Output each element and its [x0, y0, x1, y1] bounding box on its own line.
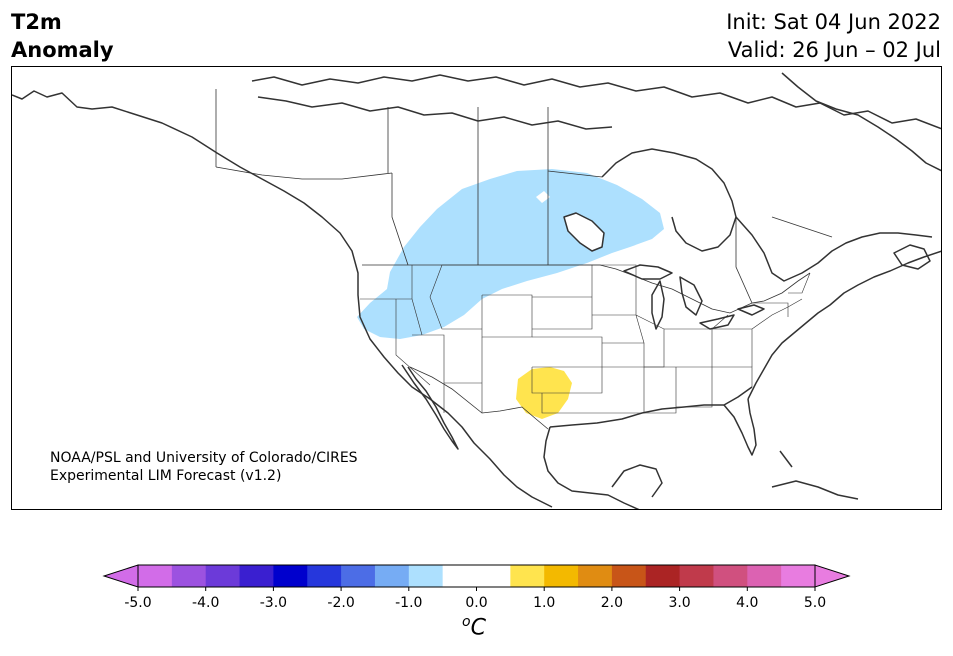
- colorbar-cell: [713, 565, 748, 587]
- colorbar-cell: [408, 565, 444, 587]
- atlantic-coast: [747, 250, 941, 400]
- anomaly-small-hole: [536, 191, 550, 203]
- colorbar-over-arrow: [814, 564, 851, 588]
- yucatan: [611, 464, 663, 498]
- colorbar-tick-label: 3.0: [668, 595, 690, 610]
- mexico-gulf-coast: [543, 426, 640, 509]
- coastlines: [12, 72, 941, 509]
- colorbar-cell: [442, 565, 477, 587]
- colorbar-cell: [341, 565, 376, 587]
- central-plains-lines: [531, 336, 603, 414]
- valid-range: Valid: 26 Jun – 02 Jul: [727, 38, 941, 62]
- colorbar-cell: [476, 565, 511, 587]
- colorbar-tick-label: -4.0: [192, 595, 219, 610]
- colorbar-cell: [171, 565, 207, 587]
- great-lake-erie: [699, 314, 735, 330]
- east-lines: [664, 298, 803, 367]
- forecast-map: NOAA/PSL and University of Colorado/CIRE…: [11, 66, 942, 510]
- us-mexico-border: [409, 366, 549, 430]
- colorbar-tick-label: -2.0: [327, 595, 354, 610]
- colorbar-cell: [307, 565, 342, 587]
- colorbar-tick-label: 1.0: [533, 595, 555, 610]
- colorbar-unit: oC: [462, 614, 486, 640]
- greenland-edge: [781, 72, 941, 172]
- map-canvas: [12, 72, 941, 509]
- great-lake-huron: [679, 276, 703, 316]
- unit-degree: o: [462, 614, 471, 630]
- bahamas: [779, 450, 793, 468]
- colorbar-cell: [747, 565, 782, 587]
- colorbar: -5.0 -4.0 -3.0 -2.0 -1.0 0.0 1.0 2.0 3.0 4.0 5.0: [102, 564, 851, 610]
- colorbar-tick-label: -5.0: [124, 595, 151, 610]
- colorbar-cell: [578, 565, 613, 587]
- colorbar-cell: [138, 565, 173, 587]
- colorbar-under-arrow: [102, 564, 139, 588]
- forecast-dates: Init: Sat 04 Jun 2022 Valid: 26 Jun – 02…: [726, 8, 941, 64]
- title-variable: T2m: [11, 10, 62, 34]
- arctic-channel: [257, 96, 613, 130]
- map-title: T2m Anomaly: [11, 8, 114, 64]
- colorbar-tick-label: 5.0: [804, 595, 826, 610]
- manitoba-ontario-border: [547, 170, 603, 178]
- caribbean-islands: [771, 480, 859, 500]
- baja-peninsula: [401, 364, 459, 450]
- bc-alberta-border: [391, 173, 409, 266]
- unit-letter: C: [470, 615, 486, 641]
- credit-text: NOAA/PSL and University of Colorado/CIRE…: [50, 449, 358, 485]
- cool-anomaly-northwest: [357, 169, 664, 339]
- credit-line-1: NOAA/PSL and University of Colorado/CIRE…: [50, 450, 358, 466]
- quebec-labrador-border: [771, 216, 833, 238]
- colorbar-cell: [510, 565, 545, 587]
- colorbar-cell: [611, 565, 647, 587]
- colorbar-cell: [781, 565, 816, 587]
- yukon-nwt-border: [215, 166, 393, 180]
- colorbar-cells: [102, 564, 851, 588]
- colorbar-tick-label: -1.0: [395, 595, 422, 610]
- title-subtitle: Anomaly: [11, 38, 114, 62]
- dakotas-lines: [532, 264, 593, 330]
- colorbar-cell: [273, 565, 308, 587]
- labrador-coast: [735, 216, 933, 282]
- colorbar-tick-label: 0.0: [465, 595, 487, 610]
- colorbar-cell: [239, 565, 274, 587]
- colorbar-cell: [679, 565, 714, 587]
- gulf-coast: [549, 386, 753, 428]
- lake-winnipeg: [563, 212, 605, 252]
- hudson-bay: [601, 148, 737, 252]
- colorbar-cell: [645, 565, 681, 587]
- colorbar-cell: [205, 565, 241, 587]
- colorbar-tick-label: 2.0: [601, 595, 623, 610]
- colorbar-ticks: -5.0 -4.0 -3.0 -2.0 -1.0 0.0 1.0 2.0 3.0 4.0 5.0: [124, 587, 826, 610]
- newfoundland: [893, 244, 931, 270]
- colorbar-cell: [544, 565, 579, 587]
- great-lake-michigan: [651, 280, 665, 330]
- florida: [723, 398, 757, 456]
- ontario-quebec-border: [735, 217, 753, 304]
- great-lake-ontario: [737, 304, 765, 316]
- nevada-ca-line: [395, 299, 431, 386]
- arctic-islands: [251, 74, 941, 130]
- colorbar-cell: [374, 565, 410, 587]
- great-lake-superior: [623, 264, 673, 280]
- colorbar-tick-label: 4.0: [736, 595, 758, 610]
- init-date: Init: Sat 04 Jun 2022: [726, 10, 941, 34]
- wa-or-id-lines: [360, 264, 482, 336]
- pacific-coastline: [12, 90, 553, 508]
- mountain-west-lines: [412, 334, 483, 413]
- northeast-lines: [752, 272, 811, 317]
- colorbar-tick-label: -3.0: [260, 595, 287, 610]
- state-borders: [360, 264, 811, 414]
- south-lines: [602, 366, 753, 414]
- nunavut-border: [387, 107, 549, 173]
- anomaly-lake-hole: [564, 213, 604, 251]
- credit-line-2: Experimental LIM Forecast (v1.2): [50, 468, 282, 484]
